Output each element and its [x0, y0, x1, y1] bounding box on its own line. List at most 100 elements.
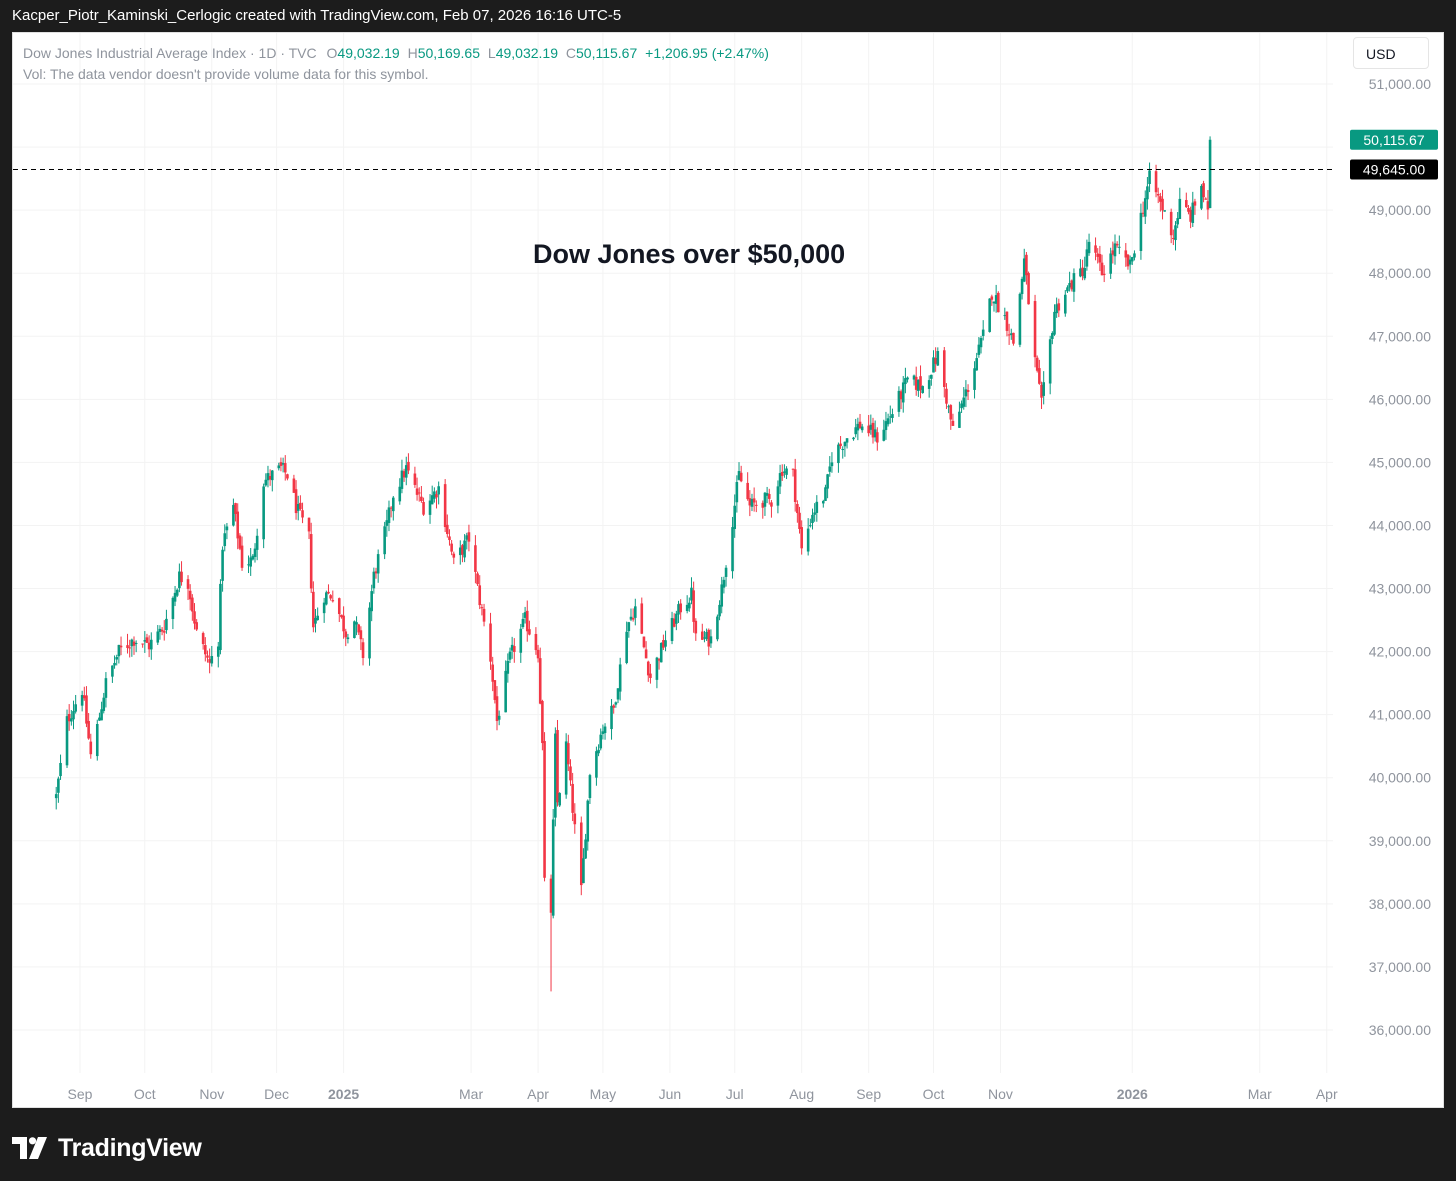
candle-body [219, 583, 222, 651]
candle-body [223, 533, 227, 547]
candle-body [372, 571, 376, 589]
candle-body [89, 741, 93, 755]
candle-body [796, 503, 799, 514]
candle-body [1068, 282, 1071, 288]
candle-body [964, 389, 968, 397]
candle-body [930, 374, 933, 379]
candlestick-chart[interactable]: 36,000.00 37,000.00 38,000.00 39,000.00 40,0… [13, 33, 1443, 1107]
candle-body [821, 501, 825, 504]
y-tick-label: 41,000.00 [1369, 707, 1431, 723]
candle-body [340, 614, 343, 618]
y-tick-label: 47,000.00 [1369, 328, 1431, 344]
candle-body [141, 643, 144, 645]
candle-body [806, 528, 810, 552]
candle-body [283, 463, 287, 473]
candle-body [914, 376, 918, 390]
candle-body [934, 358, 937, 364]
candle-body [670, 618, 674, 642]
candle-body [720, 584, 724, 607]
candle-body [640, 603, 644, 634]
candle-body [599, 734, 603, 749]
close-label: C [565, 45, 577, 61]
x-tick-label: Nov [988, 1086, 1013, 1102]
candle-body [564, 741, 568, 795]
candle-body [85, 695, 88, 724]
candle-body [629, 616, 633, 620]
candle-body [72, 711, 75, 720]
candle-body [1042, 382, 1045, 396]
candle-body [262, 486, 265, 540]
candle-body [156, 631, 160, 643]
x-tick-label: Aug [789, 1086, 814, 1102]
candle-body [1083, 268, 1087, 279]
candle-body [59, 762, 62, 777]
candle-body [361, 642, 365, 659]
candle-body [208, 659, 211, 663]
candle-body [1066, 287, 1069, 292]
candle-body [433, 491, 436, 499]
candle-body [376, 554, 380, 574]
candle-body [1154, 171, 1158, 193]
candle-body [191, 597, 194, 612]
candle-body [195, 622, 198, 630]
candle-body [1022, 258, 1026, 282]
candle-body [837, 444, 840, 464]
candle-body [949, 405, 953, 420]
candle-body [1003, 315, 1007, 317]
candle-body [270, 470, 274, 481]
candle-body [173, 592, 177, 602]
candle-body [1100, 262, 1104, 276]
candle-body [1206, 201, 1210, 210]
chart-panel[interactable]: 36,000.00 37,000.00 38,000.00 39,000.00 40,0… [12, 32, 1444, 1108]
candle-body [407, 461, 410, 471]
candle-body [314, 617, 317, 624]
candle-body [990, 296, 994, 300]
candle-body [573, 813, 577, 825]
candle-body [111, 665, 114, 677]
candle-body [201, 633, 205, 645]
candle-body [919, 376, 922, 390]
candle-body [828, 466, 832, 472]
candle-body [504, 670, 507, 713]
candle-body [824, 487, 827, 501]
symbol-name[interactable]: Dow Jones Industrial Average Index · 1D … [23, 45, 317, 61]
candle-body [932, 357, 935, 373]
candle-body [767, 494, 771, 499]
candle-body [716, 616, 719, 640]
candle-body [1141, 212, 1145, 214]
candle-body [597, 749, 600, 754]
candle-body [595, 751, 598, 778]
candle-body [830, 462, 834, 467]
candle-body [253, 548, 257, 557]
candle-body [519, 628, 523, 653]
candle-body [675, 613, 678, 624]
candle-body [694, 620, 698, 634]
candle-body [1124, 250, 1128, 258]
x-tick-label: Oct [923, 1086, 945, 1102]
candle-body [232, 504, 235, 526]
candle-body [383, 526, 386, 555]
candle-body [1087, 241, 1091, 254]
candle-body [582, 858, 585, 884]
candle-body [443, 484, 447, 528]
candle-body [688, 602, 691, 609]
candle-body [649, 673, 652, 678]
candle-body [450, 543, 453, 552]
candle-body [126, 645, 129, 648]
candle-body [1070, 280, 1074, 290]
candle-body [1193, 201, 1197, 206]
candle-body [420, 496, 423, 502]
candle-body [763, 492, 767, 507]
currency-button[interactable]: USD [1353, 37, 1429, 69]
candle-body [1146, 186, 1149, 200]
candle-body [571, 783, 574, 813]
candle-body [614, 702, 618, 705]
candle-body [87, 720, 90, 739]
y-tick-label: 49,000.00 [1369, 202, 1431, 218]
candle-body [1035, 357, 1039, 371]
candle-body [586, 800, 590, 842]
tradingview-logo-icon[interactable] [12, 1137, 50, 1159]
candle-body [391, 497, 395, 512]
candle-body [603, 726, 607, 734]
candle-body [897, 390, 901, 412]
